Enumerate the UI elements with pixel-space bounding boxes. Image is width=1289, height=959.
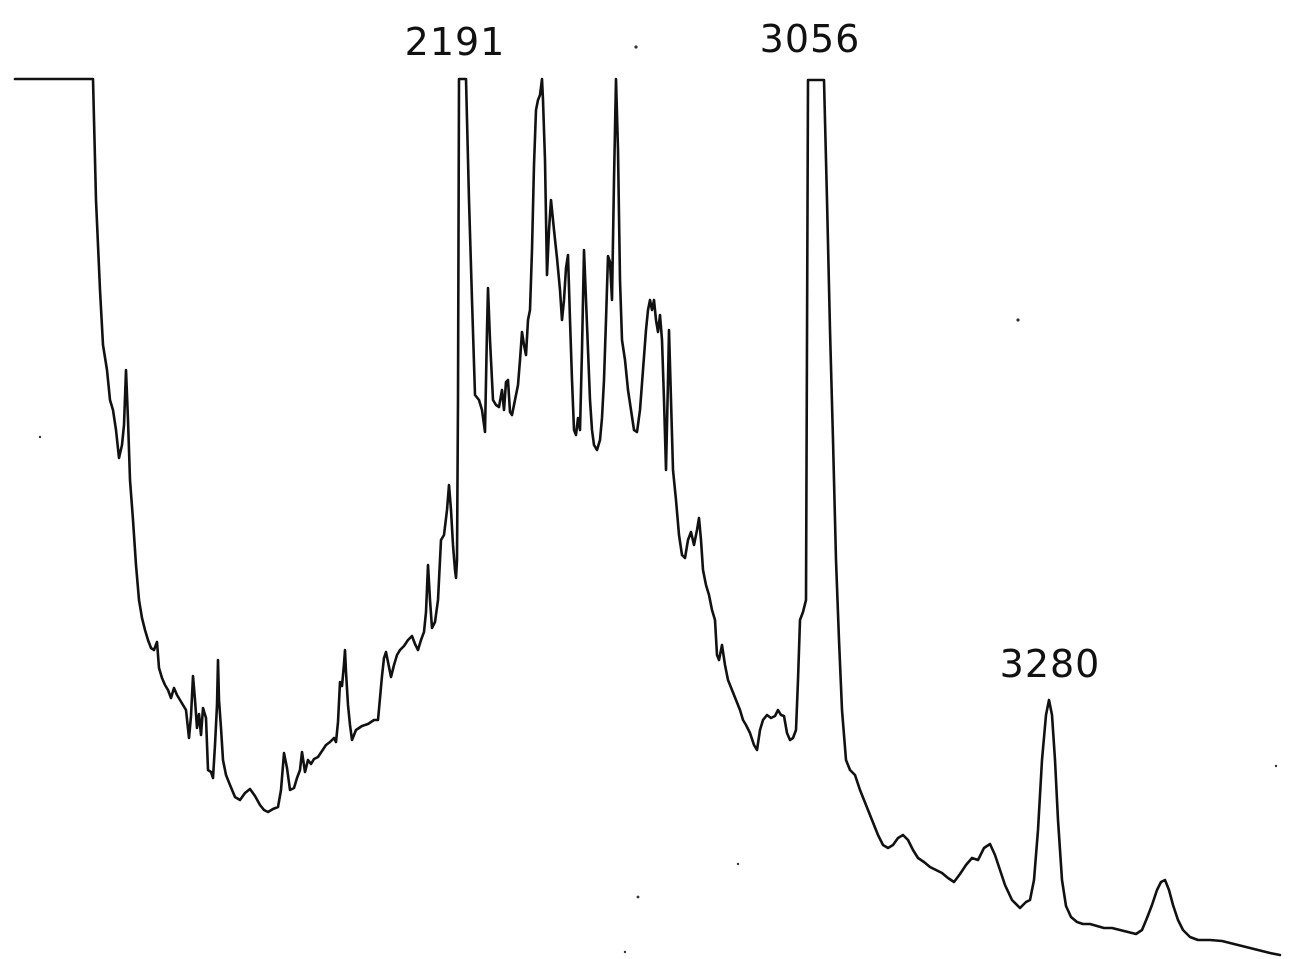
peak-label-2191: 2191 <box>405 20 506 64</box>
scan-speck <box>634 45 638 49</box>
scan-speck <box>736 862 740 866</box>
peak-label-3056: 3056 <box>760 17 861 61</box>
scan-speck <box>1274 764 1278 768</box>
scan-speck <box>1016 318 1020 322</box>
scan-speck <box>636 895 640 899</box>
scan-speck <box>623 950 627 954</box>
peak-label-3280: 3280 <box>1000 642 1101 686</box>
scan-speck <box>38 435 42 439</box>
spectrum-trace <box>13 77 1282 957</box>
